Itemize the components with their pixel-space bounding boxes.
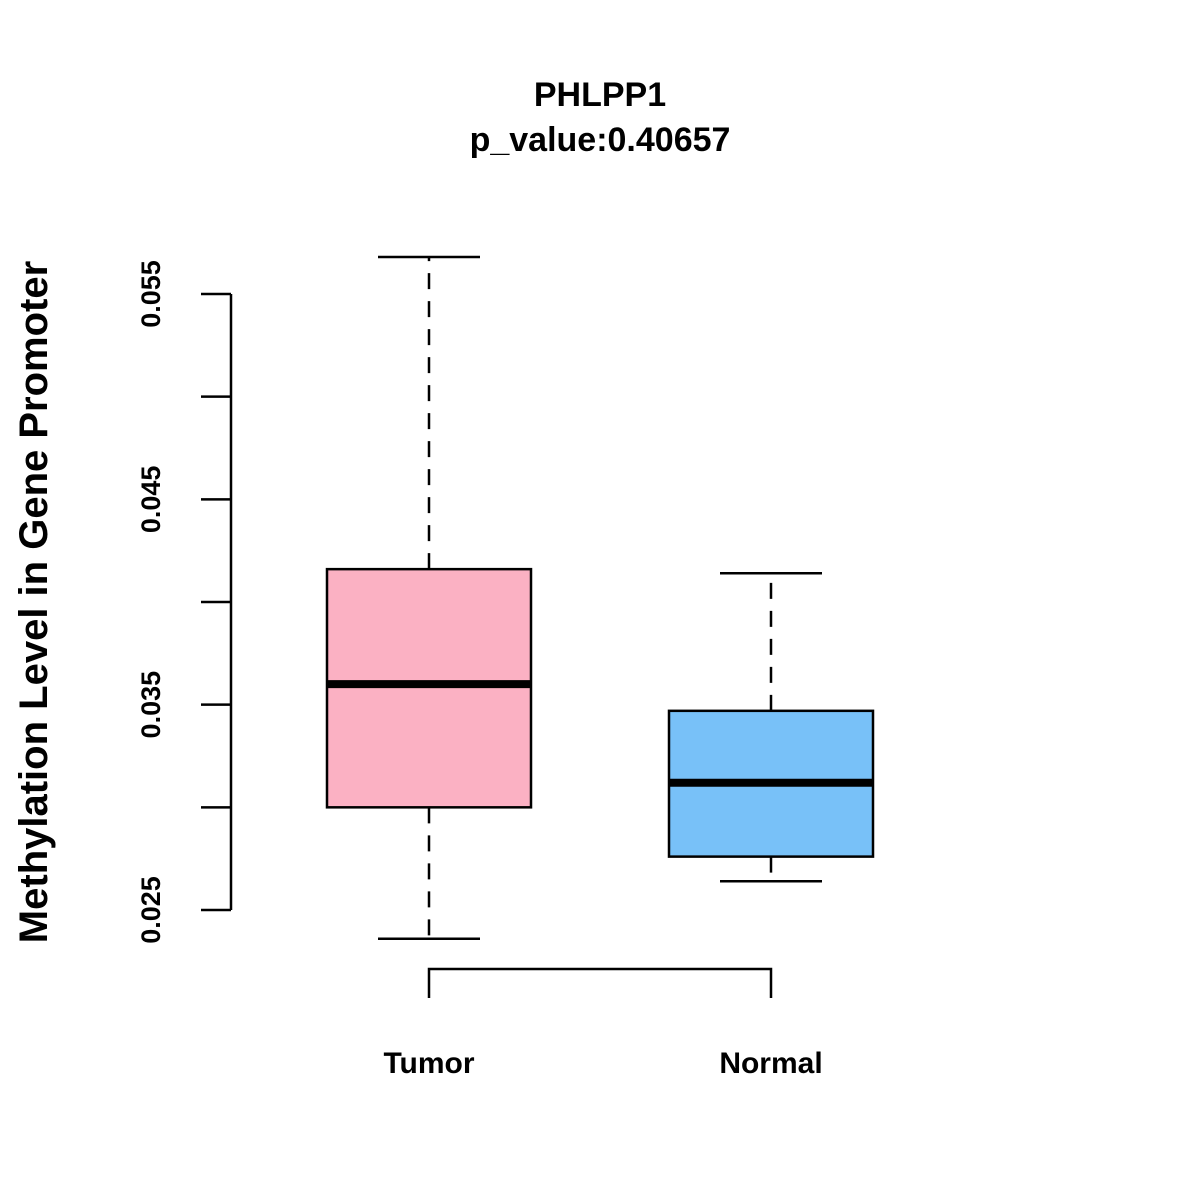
- iqr-box: [325, 567, 533, 809]
- box-tumor: [325, 255, 533, 940]
- chart-title: PHLPP1: [534, 76, 666, 114]
- box-normal: [667, 572, 875, 883]
- chart-subtitle: p_value:0.40657: [470, 121, 731, 159]
- y-tick-label: 0.025: [136, 876, 166, 944]
- x-label-normal: Normal: [719, 1047, 822, 1080]
- y-tick-label: 0.045: [136, 466, 166, 534]
- x-axis-labels: Tumor Normal: [383, 1047, 822, 1080]
- comparison-bracket: [427, 967, 773, 998]
- y-tick-label: 0.035: [136, 671, 166, 739]
- y-axis: 0.025 0.035 0.045 0.055: [136, 260, 233, 944]
- y-axis-label: Methylation Level in Gene Promoter: [12, 261, 56, 943]
- bracket-path: [427, 967, 773, 998]
- y-tick-label: 0.055: [136, 260, 166, 328]
- boxes: [325, 255, 875, 940]
- x-label-tumor: Tumor: [383, 1047, 474, 1080]
